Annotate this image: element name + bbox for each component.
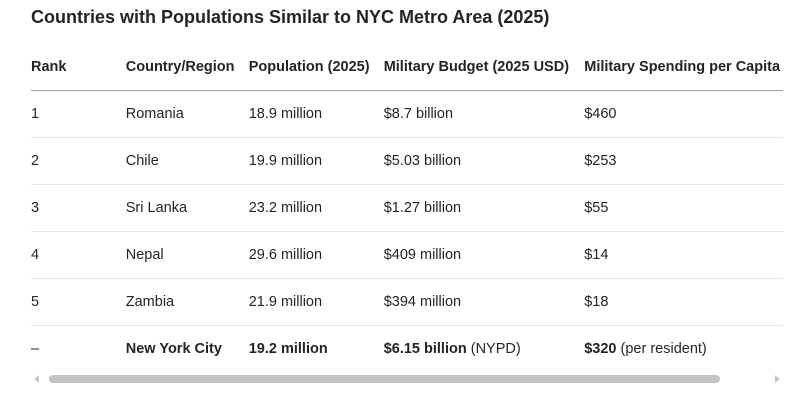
table-row: 5 Zambia 21.9 million $394 million $18 — [31, 278, 783, 326]
cell-per-capita: $55 — [584, 184, 783, 232]
cell-population: 21.9 million — [248, 278, 384, 326]
cell-country: Sri Lanka — [125, 184, 249, 232]
cell-per-capita: $18 — [584, 278, 783, 326]
header-military-budget: Military Budget (2025 USD) — [383, 44, 585, 91]
cell-rank: 2 — [31, 137, 126, 185]
cell-budget: $5.03 billion — [383, 137, 585, 185]
cell-country: Chile — [125, 137, 249, 185]
scroll-right-arrow-icon[interactable] — [775, 375, 780, 383]
table-row: 1 Romania 18.9 million $8.7 billion $460 — [31, 90, 783, 138]
cell-per-capita: $14 — [584, 231, 783, 279]
table-header-row: Rank Country/Region Population (2025) Mi… — [31, 44, 783, 91]
table-scroll-container[interactable]: Rank Country/Region Population (2025) Mi… — [31, 44, 783, 372]
per-capita-value: $320 — [584, 341, 617, 357]
budget-note: (NYPD) — [470, 341, 521, 357]
cell-budget: $394 million — [383, 278, 585, 326]
cell-rank: 3 — [31, 184, 126, 232]
header-spending-per-capita: Military Spending per Capita — [584, 44, 783, 91]
per-capita-note: (per resident) — [620, 341, 707, 357]
header-country: Country/Region — [125, 44, 249, 91]
table-row-nyc: – New York City 19.2 million $6.15 billi… — [31, 325, 783, 372]
table-row: 4 Nepal 29.6 million $409 million $14 — [31, 231, 783, 279]
cell-population: 18.9 million — [248, 90, 384, 138]
cell-budget: $6.15 billion (NYPD) — [383, 325, 585, 372]
cell-country: Romania — [125, 90, 249, 138]
cell-rank: 4 — [31, 231, 126, 279]
cell-population: 29.6 million — [248, 231, 384, 279]
cell-country: New York City — [125, 325, 249, 372]
table-row: 2 Chile 19.9 million $5.03 billion $253 — [31, 137, 783, 185]
scrollbar-thumb[interactable] — [49, 375, 720, 383]
page-title: Countries with Populations Similar to NY… — [31, 7, 550, 27]
cell-per-capita: $320 (per resident) — [584, 325, 783, 372]
cell-rank: 5 — [31, 278, 126, 326]
scroll-left-arrow-icon[interactable] — [34, 375, 39, 383]
horizontal-scrollbar[interactable] — [31, 373, 783, 385]
cell-per-capita: $253 — [584, 137, 783, 185]
cell-country: Zambia — [125, 278, 249, 326]
cell-country: Nepal — [125, 231, 249, 279]
data-table: Rank Country/Region Population (2025) Mi… — [31, 44, 783, 372]
header-population: Population (2025) — [248, 44, 384, 91]
cell-population: 19.9 million — [248, 137, 384, 185]
cell-per-capita: $460 — [584, 90, 783, 138]
cell-rank: – — [31, 325, 126, 372]
budget-value: $6.15 billion — [383, 341, 467, 357]
cell-population: 23.2 million — [248, 184, 384, 232]
cell-rank: 1 — [31, 90, 126, 138]
cell-population: 19.2 million — [248, 325, 384, 372]
header-rank: Rank — [31, 44, 126, 91]
cell-budget: $409 million — [383, 231, 585, 279]
cell-budget: $1.27 billion — [383, 184, 585, 232]
table-row: 3 Sri Lanka 23.2 million $1.27 billion $… — [31, 184, 783, 232]
cell-budget: $8.7 billion — [383, 90, 585, 138]
